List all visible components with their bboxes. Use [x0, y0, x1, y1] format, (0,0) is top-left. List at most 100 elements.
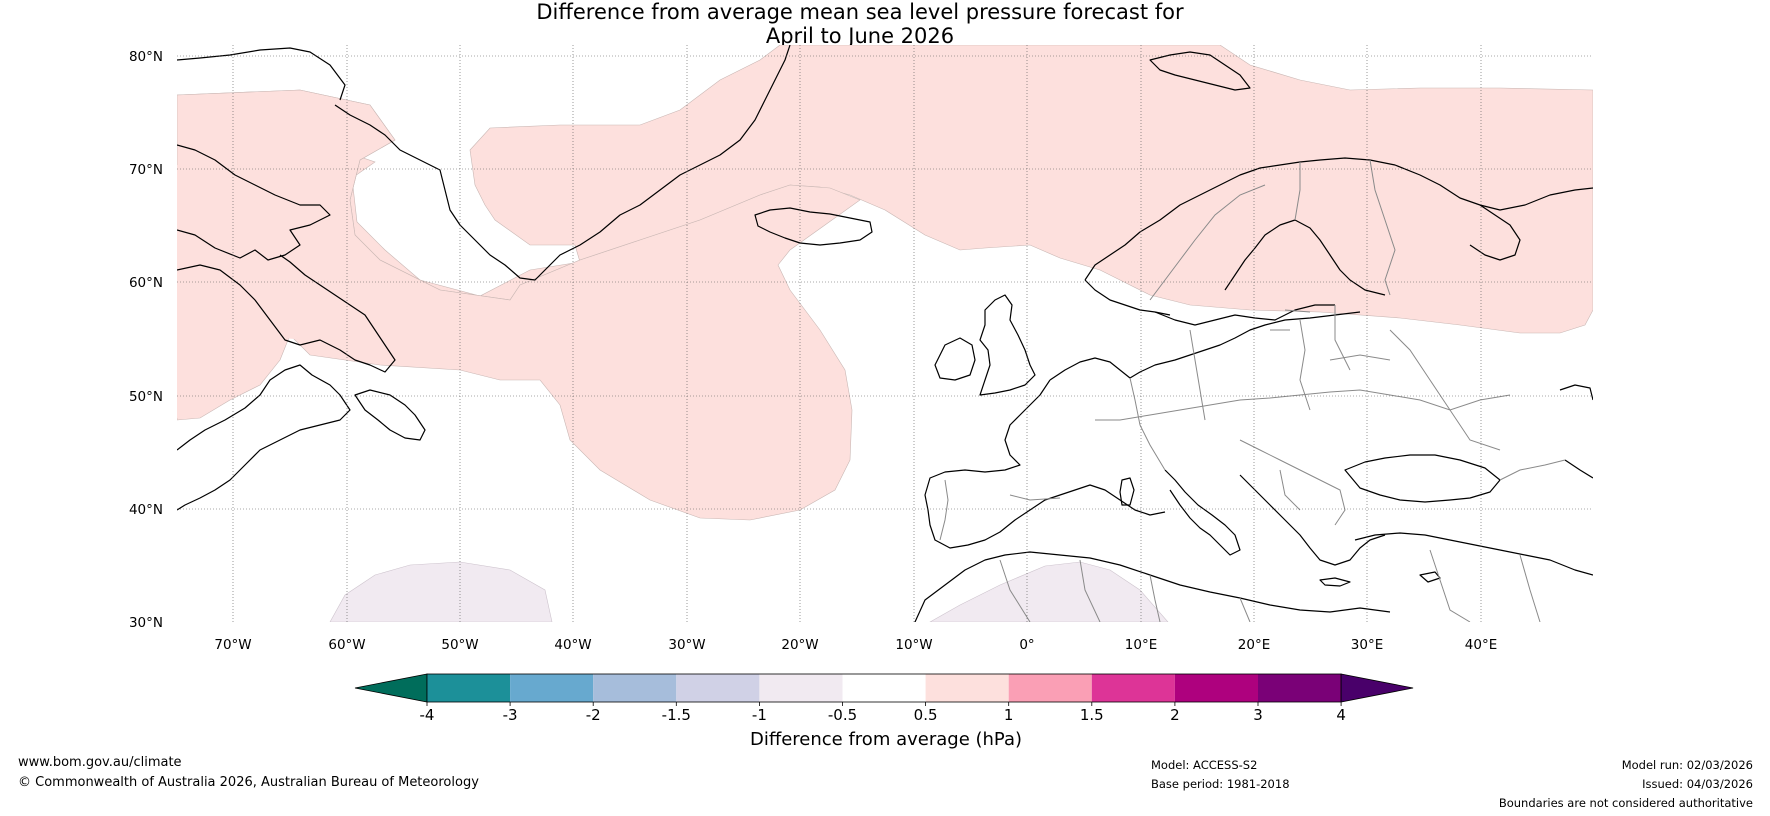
- lon-label: 30°E: [1351, 637, 1383, 653]
- colorbar-segment: [510, 674, 594, 702]
- colorbar-frame: [426, 673, 1342, 703]
- boundary-disclaimer: Boundaries are not considered authoritat…: [1498, 796, 1753, 810]
- issued-date: Issued: 04/03/2026: [1642, 777, 1753, 791]
- lat-label: 70°N: [129, 162, 163, 178]
- website-link[interactable]: www.bom.gov.au/climate: [18, 755, 182, 770]
- lon-label: 70°W: [214, 637, 251, 653]
- colorbar-segment: [427, 674, 511, 702]
- colorbar: -4 -3 -2 -1.5 -1 -0.5 0.5 1 1.5 2 3 4: [354, 673, 1414, 724]
- colorbar-label: Difference from average (hPa): [750, 729, 1022, 750]
- border-france-spain: [1009, 494, 1061, 501]
- coast-crete-cyprus: [1319, 571, 1441, 587]
- coast-white-sea: [1469, 204, 1521, 261]
- latitude-labels: 80°N 70°N 60°N 50°N 40°N 30°N: [129, 49, 163, 631]
- coast-gulf-of-bothnia: [1224, 219, 1386, 296]
- lon-label: 50°W: [441, 637, 478, 653]
- colorbar-tick-label: -3: [503, 706, 518, 724]
- border-sweden-finland: [1294, 162, 1301, 221]
- lon-label: 10°E: [1125, 637, 1157, 653]
- coast-turkey: [1354, 532, 1593, 576]
- colorbar-tick-label: 3: [1253, 706, 1263, 724]
- title-line-2: April to June 2026: [765, 24, 955, 48]
- coast-baltic: [1154, 304, 1335, 326]
- colorbar-segment: [759, 674, 843, 702]
- colorbar-tick-label: 2: [1170, 706, 1180, 724]
- colorbar-segment: [593, 674, 677, 702]
- lon-label: 20°E: [1238, 637, 1270, 653]
- lon-label: 0°: [1019, 637, 1034, 653]
- colorbar-segment: [676, 674, 760, 702]
- copyright-text: © Commonwealth of Australia 2026, Austra…: [18, 775, 479, 790]
- colorbar-segment: [1008, 674, 1092, 702]
- coast-balkans: [1239, 474, 1386, 566]
- colorbar-segment: [842, 674, 926, 702]
- longitude-labels: 70°W 60°W 50°W 40°W 30°W 20°W 10°W 0° 10…: [214, 637, 1497, 653]
- coast-baffin-island: [177, 144, 331, 261]
- coast-labrador: [177, 364, 351, 511]
- coast-greenland: [334, 45, 791, 281]
- colorbar-tick-label: 0.5: [914, 706, 938, 724]
- anomaly-north-sea-gap: [177, 165, 330, 418]
- border-belarus: [1329, 354, 1391, 361]
- lat-label: 50°N: [129, 389, 163, 405]
- lat-label: 80°N: [129, 49, 163, 65]
- anomaly-positive-region: [177, 45, 1593, 521]
- border-poland-east: [1299, 319, 1311, 411]
- coast-caspian: [1559, 384, 1593, 479]
- colorbar-tick-label: -4: [420, 706, 435, 724]
- colorbar-segment: [925, 674, 1009, 702]
- colorbar-tick-label: -0.5: [828, 706, 857, 724]
- coast-svalbard: [1149, 51, 1251, 91]
- border-spain-portugal: [939, 479, 949, 541]
- colorbar-extend-high: [1340, 673, 1414, 703]
- coast-ireland: [934, 337, 976, 381]
- lon-label: 60°W: [328, 637, 365, 653]
- lon-label: 30°W: [668, 637, 705, 653]
- coast-hudson-west: [177, 254, 396, 373]
- colorbar-extend-low: [354, 673, 428, 703]
- coast-north-africa: [914, 551, 1391, 622]
- colorbar-tick-label: -1.5: [662, 706, 691, 724]
- title-line-1: Difference from average mean sea level p…: [536, 0, 1184, 24]
- border-central-europe: [1095, 389, 1511, 421]
- base-period: Base period: 1981-2018: [1151, 777, 1290, 791]
- lon-label: 20°W: [781, 637, 818, 653]
- border-finland-russia: [1369, 159, 1396, 296]
- border-middle-east: [1429, 549, 1541, 622]
- lat-label: 60°N: [129, 275, 163, 291]
- lat-label: 30°N: [129, 615, 163, 631]
- border-france-germany: [1129, 377, 1166, 471]
- lon-label: 40°W: [554, 637, 591, 653]
- border-baltics: [1270, 305, 1351, 371]
- border-caucasus: [1499, 459, 1566, 481]
- border-norway-sweden: [1149, 184, 1266, 301]
- model-name: Model: ACCESS-S2: [1151, 758, 1258, 772]
- border-balkans: [1239, 439, 1346, 526]
- colorbar-segment: [1174, 674, 1258, 702]
- coast-western-europe: [1049, 311, 1361, 381]
- graticule: [177, 45, 1593, 622]
- colorbar-tick-label: 4: [1336, 706, 1346, 724]
- border-north-africa: [999, 559, 1251, 622]
- coast-sardinia: [1119, 477, 1135, 506]
- lat-label: 40°N: [129, 502, 163, 518]
- coast-ellesmere: [177, 47, 346, 101]
- coast-britain: [979, 294, 1036, 396]
- map-title: Difference from average mean sea level p…: [0, 0, 1770, 48]
- coast-newfoundland: [354, 389, 426, 441]
- coast-black-sea: [1344, 454, 1501, 503]
- coast-scandinavia: [1084, 157, 1593, 281]
- coastlines: [177, 45, 1593, 622]
- colorbar-tick-label: -1: [752, 706, 767, 724]
- colorbar-segment: [1091, 674, 1175, 702]
- lon-label: 40°E: [1465, 637, 1497, 653]
- colorbar-tick-label: 1.5: [1080, 706, 1104, 724]
- border-germany-poland: [1189, 329, 1206, 421]
- colorbar-tick-label: -2: [586, 706, 601, 724]
- coast-france-iberia: [924, 379, 1166, 549]
- model-run-date: Model run: 02/03/2026: [1621, 758, 1753, 772]
- anomaly-negative-region: [329, 561, 1169, 622]
- map-frame: [177, 45, 1593, 622]
- lon-label: 10°W: [895, 637, 932, 653]
